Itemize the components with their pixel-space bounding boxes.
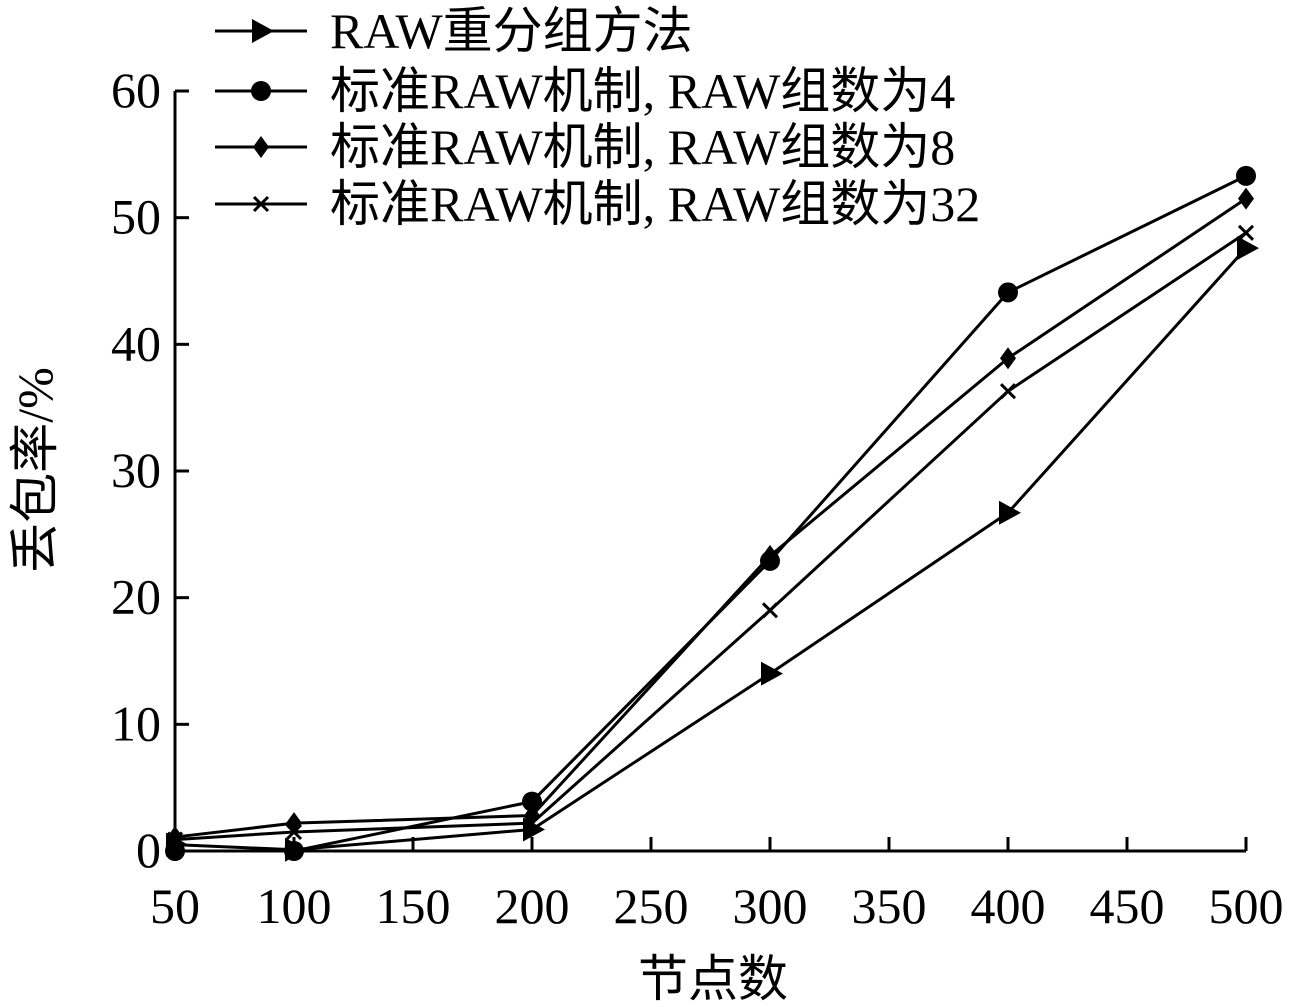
- marker-x-stroke: [166, 831, 184, 848]
- marker-x: [1237, 224, 1255, 241]
- y-tick-label: 20: [111, 569, 161, 625]
- legend-item: RAW重分组方法: [215, 3, 693, 59]
- marker-triangle: [999, 500, 1021, 525]
- series-line: [174, 231, 1247, 842]
- legend-label: 标准RAW机制, RAW组数为8: [330, 119, 955, 175]
- axes: 50 100 150 200 250 300 350 400 450 500 0 10 20 30 40 50…: [111, 62, 1284, 934]
- marker-circle: [1236, 165, 1256, 186]
- y-tick-label: 40: [111, 315, 161, 371]
- marker-x: [166, 831, 184, 848]
- marker-x-stroke: [999, 383, 1017, 400]
- y-tick-label: 50: [111, 189, 161, 245]
- y-tick-label: 0: [136, 822, 161, 878]
- marker-triangle: [1237, 236, 1259, 261]
- marker-diamond: [1238, 187, 1254, 210]
- series-circle: [165, 165, 1256, 861]
- marker-x-stroke: [285, 823, 303, 841]
- series-layer: [165, 165, 1259, 862]
- x-tick-label: 400: [971, 878, 1046, 934]
- marker-triangle: [252, 19, 274, 43]
- marker-x-stroke: [523, 815, 541, 832]
- legend-item: 标准RAW机制, RAW组数为8: [215, 119, 955, 175]
- x-tick-label: 500: [1209, 878, 1284, 934]
- series-line: [174, 197, 1247, 839]
- marker-diamond: [253, 136, 269, 158]
- series-x: [166, 224, 1255, 848]
- x-tick-label: 150: [376, 878, 451, 934]
- series-diamond: [167, 187, 1254, 849]
- marker-x: [761, 602, 779, 619]
- marker-diamond: [762, 544, 778, 567]
- marker-circle: [522, 791, 542, 812]
- legend-label: 标准RAW机制, RAW组数为32: [330, 176, 980, 232]
- y-tick-label: 10: [111, 695, 161, 751]
- x-axis-title: 节点数: [638, 951, 788, 1007]
- marker-circle: [998, 282, 1018, 303]
- marker-x: [523, 815, 541, 832]
- x-tick-label: 250: [614, 878, 689, 934]
- marker-circle: [251, 81, 271, 101]
- legend-item: 标准RAW机制, RAW组数为32: [215, 176, 980, 232]
- x-tick-label: 50: [150, 878, 200, 934]
- marker-diamond: [1000, 347, 1016, 370]
- legend-label: RAW重分组方法: [330, 3, 693, 59]
- x-tick-label: 200: [495, 878, 570, 934]
- series-line: [174, 247, 1248, 852]
- x-tick-label: 450: [1090, 878, 1165, 934]
- marker-circle: [284, 841, 304, 861]
- x-tick-label: 100: [257, 878, 332, 934]
- x-tick-label: 350: [852, 878, 927, 934]
- series-triangle-right: [166, 236, 1259, 862]
- x-tick-label: 300: [733, 878, 808, 934]
- marker-x-stroke: [252, 195, 270, 213]
- legend-label: 标准RAW机制, RAW组数为4: [330, 63, 955, 119]
- marker-x-stroke: [1237, 224, 1255, 241]
- y-tick-label: 60: [111, 62, 161, 118]
- marker-x-stroke: [761, 602, 779, 619]
- y-axis-title: 丢包率/%: [7, 367, 63, 573]
- marker-x: [285, 823, 303, 841]
- y-tick-label: 30: [111, 442, 161, 498]
- legend-item: 标准RAW机制, RAW组数为4: [215, 63, 955, 119]
- series-line: [175, 174, 1247, 853]
- marker-triangle: [761, 661, 783, 686]
- marker-x: [999, 383, 1017, 400]
- marker-x: [252, 195, 270, 213]
